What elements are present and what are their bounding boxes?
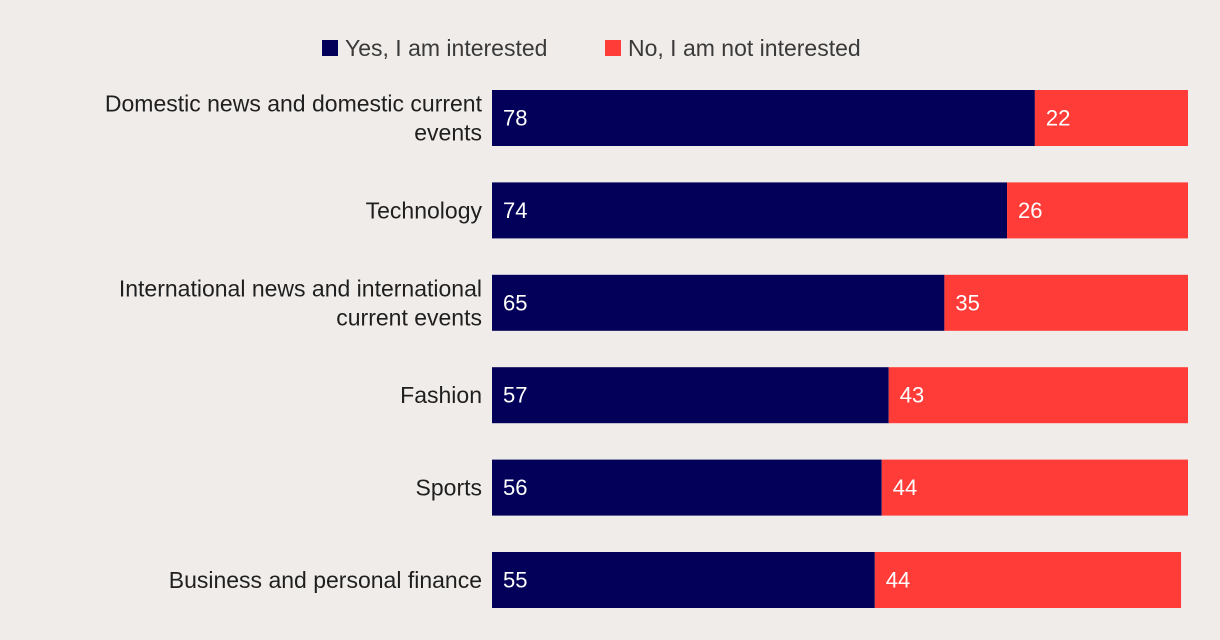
category-label: Technology: [366, 197, 483, 223]
bar-segment: [492, 274, 945, 331]
bar-segment: [1007, 182, 1188, 239]
bar-segment: [492, 367, 889, 424]
category-label: Sports: [416, 475, 482, 501]
category-labels: Domestic news and domestic current events…: [105, 91, 483, 594]
bar-segment: [888, 367, 1188, 424]
data-label: 65: [503, 290, 527, 315]
bar-segment: [492, 459, 882, 516]
category-label: current events: [336, 304, 482, 330]
data-label: 35: [955, 290, 979, 315]
legend-swatch: [322, 40, 338, 56]
bar-segment: [492, 182, 1008, 239]
data-label: 57: [503, 383, 527, 408]
category-label: Domestic news and domestic current: [105, 91, 483, 117]
data-label: 55: [503, 568, 527, 593]
category-label: events: [414, 120, 482, 146]
category-label: Business and personal finance: [169, 567, 482, 593]
legend-label: Yes, I am interested: [345, 35, 547, 61]
bar-segment: [881, 459, 1188, 516]
data-label: 43: [900, 383, 924, 408]
category-label: Fashion: [400, 382, 482, 408]
bar-segment: [492, 552, 875, 608]
data-label: 56: [503, 475, 527, 500]
legend: Yes, I am interested No, I am not interes…: [322, 35, 861, 61]
bar-segment: [492, 90, 1035, 146]
data-label: 74: [503, 198, 527, 223]
data-label: 22: [1046, 106, 1070, 131]
legend-swatch: [605, 40, 621, 56]
legend-label: No, I am not interested: [628, 35, 861, 61]
bar-segment: [944, 274, 1188, 331]
data-label: 44: [886, 568, 910, 593]
legend-item: No, I am not interested: [605, 35, 861, 61]
legend-item: Yes, I am interested: [322, 35, 547, 61]
data-label: 78: [503, 106, 527, 131]
bar-segment: [1034, 90, 1188, 146]
data-label: 44: [893, 475, 917, 500]
data-label: 26: [1018, 198, 1042, 223]
category-label: International news and international: [119, 275, 482, 301]
bar-segment: [874, 552, 1182, 608]
bars: 78 22 74 26 65 35 57 43 56 44 55 44: [492, 90, 1188, 608]
